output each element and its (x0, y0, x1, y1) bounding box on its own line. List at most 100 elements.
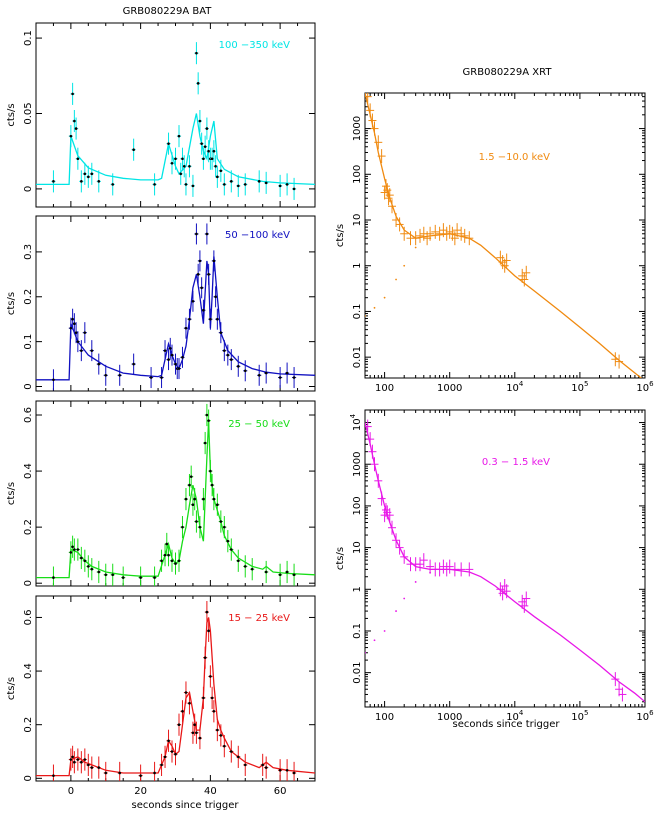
y-tick-label: 0.1 (352, 623, 363, 639)
x-tick-label: 100 (375, 712, 394, 723)
data-point (164, 532, 169, 556)
plot-area (365, 93, 643, 378)
plot-frame (364, 92, 646, 379)
data-point (131, 353, 136, 375)
data-point (176, 125, 182, 148)
data-point (196, 263, 201, 285)
y-tick-label: 104 (349, 413, 363, 431)
data-point (75, 538, 80, 561)
data-point (206, 263, 211, 285)
data-point (225, 530, 230, 553)
data-point (435, 562, 444, 577)
data-point (148, 367, 154, 389)
data-point (260, 753, 265, 777)
data-point (68, 317, 73, 339)
data-point (365, 93, 372, 104)
y-tick-label: 10 (352, 214, 363, 227)
data-point (201, 147, 206, 170)
data-point (215, 718, 220, 742)
data-point (381, 502, 390, 517)
data-point (103, 563, 108, 586)
plot-area (36, 600, 315, 781)
data-point (210, 473, 215, 497)
x-tick-label: 0 (68, 786, 74, 797)
data-point (86, 555, 91, 578)
y-tick-label: 0.05 (23, 102, 34, 124)
model-component-dot (365, 314, 366, 317)
y-axis-title: cts/s (6, 292, 17, 315)
data-point (465, 562, 474, 577)
y-tick-label: 10 (352, 541, 363, 554)
x-tick-label: 106 (636, 380, 654, 394)
energy-band-label: 0.3 − 1.5 keV (482, 457, 550, 468)
data-point (520, 598, 529, 613)
data-point (257, 364, 262, 386)
data-point (502, 253, 511, 268)
data-point (70, 82, 75, 105)
data-point (211, 700, 216, 723)
data-point (79, 546, 84, 570)
data-point (278, 759, 283, 781)
data-point (500, 258, 509, 273)
data-point (183, 317, 189, 339)
data-point (210, 686, 215, 709)
data-point (166, 349, 171, 371)
data-point (211, 488, 216, 511)
data-point (236, 745, 241, 768)
data-point (218, 322, 223, 344)
bat-group-title: GRB080229A BAT (123, 6, 213, 17)
data-point (138, 764, 143, 781)
data-point (264, 171, 269, 194)
data-point (203, 646, 208, 669)
data-point (68, 541, 73, 564)
data-point (169, 740, 175, 763)
data-point (74, 117, 79, 140)
data-point (180, 516, 185, 539)
data-point (278, 563, 283, 586)
data-point (222, 340, 227, 362)
data-point (377, 491, 386, 506)
data-point (89, 756, 94, 779)
data-point (201, 686, 206, 709)
y-tick-label: 1 (352, 263, 363, 269)
data-point (194, 223, 199, 245)
data-point (194, 721, 199, 744)
data-point (201, 299, 206, 321)
data-point (416, 557, 425, 572)
data-point (236, 355, 241, 377)
data-point (411, 231, 420, 246)
data-point (204, 117, 209, 140)
data-point (187, 692, 192, 715)
data-point (213, 155, 218, 178)
x-tick-label: 60 (274, 786, 287, 797)
data-point (395, 540, 404, 555)
data-point (222, 173, 227, 196)
data-point (51, 170, 56, 193)
plot-area (365, 419, 645, 703)
data-point (86, 753, 91, 777)
data-point (75, 331, 80, 353)
data-point (79, 340, 84, 362)
data-point (285, 173, 290, 196)
data-point (229, 170, 234, 193)
data-point (159, 549, 164, 572)
data-point (208, 308, 213, 330)
y-tick-label: 0.4 (23, 463, 34, 479)
data-point (264, 362, 269, 384)
model-component-dot (383, 630, 386, 632)
model-component-dot (403, 264, 406, 267)
data-point (236, 174, 241, 197)
data-point (250, 558, 255, 581)
data-point (395, 217, 404, 232)
data-point (278, 174, 283, 197)
xrt-x-axis-title: seconds since trigger (453, 719, 561, 730)
data-point (419, 553, 428, 568)
data-point (496, 582, 505, 597)
data-point (103, 761, 108, 781)
data-point (243, 173, 248, 196)
data-point (368, 444, 377, 459)
data-point (183, 681, 189, 704)
data-point (82, 322, 87, 344)
data-point (182, 155, 187, 178)
y-tick-label: 0.2 (23, 289, 34, 305)
